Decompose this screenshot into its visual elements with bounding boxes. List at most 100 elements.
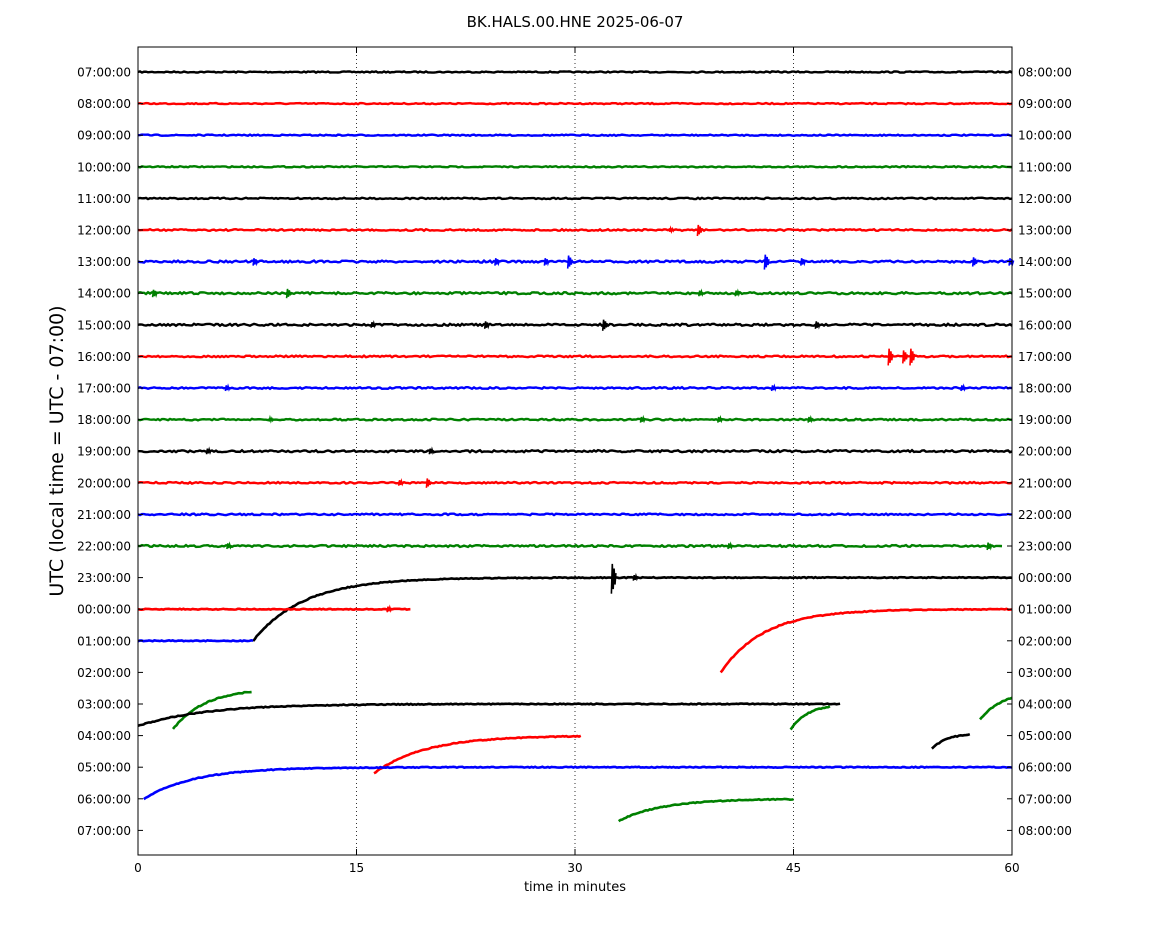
x-tick-label: 15 <box>349 861 364 875</box>
trace-event <box>601 319 608 331</box>
trace-event <box>632 572 639 582</box>
left-tick-label: 05:00:00 <box>77 761 131 775</box>
trace-event <box>252 258 259 267</box>
trace-event <box>224 383 231 392</box>
left-tick-label: 13:00:00 <box>77 255 131 269</box>
trace-event <box>960 383 967 392</box>
trace-row-15 <box>137 543 1003 549</box>
drift-segment-2 <box>137 639 254 643</box>
trace-event <box>800 258 807 267</box>
right-tick-label: 14:00:00 <box>1018 255 1072 269</box>
trace-event <box>370 320 377 329</box>
trace-row-10 <box>137 385 1013 391</box>
left-tick-label: 11:00:00 <box>77 192 131 206</box>
right-tick-label: 05:00:00 <box>1018 729 1072 743</box>
traces <box>137 70 1015 823</box>
trace-event <box>543 258 550 267</box>
left-tick-label: 18:00:00 <box>77 413 131 427</box>
left-tick-label: 04:00:00 <box>77 729 131 743</box>
trace-event <box>763 254 770 270</box>
left-tick-label: 23:00:00 <box>77 571 131 585</box>
left-tick-label: 10:00:00 <box>77 160 131 174</box>
trace-row-1 <box>137 101 1013 106</box>
trace-row-9 <box>137 354 1013 359</box>
trace-event <box>425 478 432 488</box>
trace-event <box>770 383 777 392</box>
left-tick-label: 15:00:00 <box>77 318 131 332</box>
trace-event <box>814 321 821 330</box>
trace-event <box>285 288 292 299</box>
right-tick-label: 07:00:00 <box>1018 792 1072 806</box>
right-tick-label: 18:00:00 <box>1018 382 1072 396</box>
drift-segment-6 <box>789 705 831 731</box>
right-tick-label: 13:00:00 <box>1018 224 1072 238</box>
trace-event <box>668 225 675 234</box>
right-tick-label: 03:00:00 <box>1018 666 1072 680</box>
drift-segment-0 <box>252 575 1013 642</box>
left-tick-label: 21:00:00 <box>77 508 131 522</box>
trace-event <box>428 446 435 455</box>
trace-row-7 <box>137 290 1013 296</box>
right-tick-label: 08:00:00 <box>1018 66 1072 80</box>
trace-event <box>902 350 909 364</box>
left-tick-label: 02:00:00 <box>77 666 131 680</box>
drift-segment-5 <box>137 702 841 727</box>
left-tick-label: 20:00:00 <box>77 476 131 490</box>
trace-row-12 <box>137 448 1013 454</box>
left-tick-label: 17:00:00 <box>77 382 131 396</box>
left-tick-label: 19:00:00 <box>77 445 131 459</box>
trace-event <box>717 414 724 424</box>
trace-event <box>734 288 741 297</box>
drift-segment-3 <box>719 607 1013 674</box>
trace-event <box>566 255 573 269</box>
trace-event <box>151 289 158 298</box>
drift-segment-1 <box>137 607 411 611</box>
y-axis-label: UTC (local time = UTC - 07:00) <box>46 305 68 596</box>
right-tick-label: 06:00:00 <box>1018 761 1072 775</box>
x-axis-label: time in minutes <box>524 880 626 895</box>
trace-row-3 <box>137 164 1013 169</box>
right-tick-label: 08:00:00 <box>1018 824 1072 838</box>
right-tick-label: 15:00:00 <box>1018 287 1072 301</box>
x-tick-label: 30 <box>567 861 582 875</box>
x-tick-label: 0 <box>134 861 142 875</box>
trace-row-14 <box>137 512 1013 517</box>
right-tick-label: 12:00:00 <box>1018 192 1072 206</box>
drift-segment-10 <box>143 765 1013 801</box>
left-tick-label: 07:00:00 <box>77 824 131 838</box>
trace-event <box>807 414 814 424</box>
drift-segment-8 <box>931 732 971 750</box>
left-tick-label: 03:00:00 <box>77 698 131 712</box>
left-tick-label: 12:00:00 <box>77 224 131 238</box>
trace-event <box>226 541 233 550</box>
right-tick-label: 02:00:00 <box>1018 634 1072 648</box>
trace-row-5 <box>137 227 1013 233</box>
trace-event <box>887 348 894 366</box>
drift-segment-7 <box>979 696 1013 721</box>
trace-event <box>971 257 978 267</box>
left-tick-label: 06:00:00 <box>77 792 131 806</box>
right-tick-label: 10:00:00 <box>1018 129 1072 143</box>
trace-row-2 <box>137 133 1013 138</box>
trace-row-11 <box>137 417 1013 422</box>
right-tick-label: 20:00:00 <box>1018 445 1072 459</box>
trace-event <box>727 541 734 550</box>
trace-event <box>696 224 703 237</box>
trace-row-13 <box>137 480 1013 486</box>
trace-row-8 <box>137 322 1013 328</box>
trace-row-6 <box>137 259 1013 265</box>
x-tick-label: 60 <box>1004 861 1019 875</box>
left-tick-label: 09:00:00 <box>77 129 131 143</box>
left-tick-label: 22:00:00 <box>77 540 131 554</box>
trace-event <box>268 414 275 424</box>
right-tick-label: 09:00:00 <box>1018 97 1072 111</box>
right-tick-label: 01:00:00 <box>1018 603 1072 617</box>
drift-segment-11 <box>617 797 794 823</box>
trace-event <box>494 258 501 267</box>
right-tick-label: 22:00:00 <box>1018 508 1072 522</box>
left-tick-label: 01:00:00 <box>77 634 131 648</box>
right-tick-label: 21:00:00 <box>1018 476 1072 490</box>
drift-segment-9 <box>373 734 582 775</box>
left-tick-label: 00:00:00 <box>77 603 131 617</box>
